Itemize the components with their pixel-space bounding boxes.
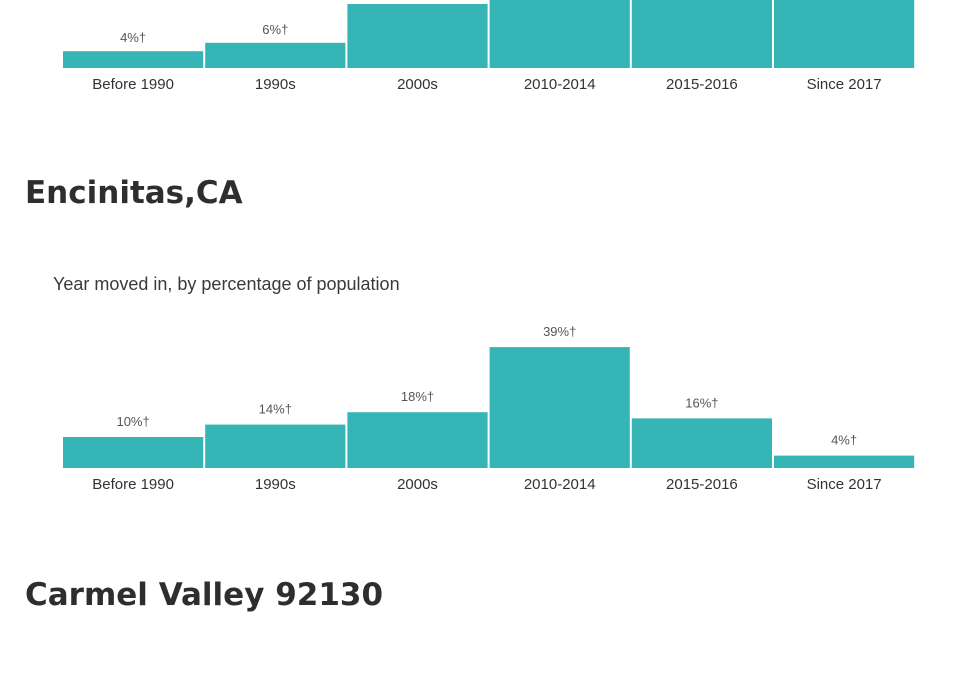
category-label: 2000s xyxy=(397,476,438,493)
bar-value-label: 14%† xyxy=(259,402,292,417)
bar-value-label: 39%† xyxy=(543,324,576,339)
category-label: 1990s xyxy=(255,76,296,93)
bar-2000s xyxy=(347,4,488,68)
category-label: 2000s xyxy=(397,76,438,93)
section-heading-carmel-valley: Carmel Valley 92130 xyxy=(25,577,384,613)
bar-before-1990 xyxy=(63,437,204,468)
bar-since-2017 xyxy=(774,0,915,68)
category-label: 2015-2016 xyxy=(666,476,738,493)
category-label: 1990s xyxy=(255,476,296,493)
category-label: Before 1990 xyxy=(92,76,174,93)
category-label: Since 2017 xyxy=(807,76,882,93)
chart-title: Year moved in, by percentage of populati… xyxy=(53,274,400,294)
bar-1990s xyxy=(205,424,346,468)
bar-value-label: 4%† xyxy=(120,30,146,45)
bar-value-label: 10%† xyxy=(116,414,149,429)
category-label: 2010-2014 xyxy=(524,76,596,93)
bar-2010-2014 xyxy=(489,347,630,468)
bar-since-2017 xyxy=(774,455,915,468)
section-heading-encinitas: Encinitas,CA xyxy=(25,175,243,211)
category-label: 2010-2014 xyxy=(524,476,596,493)
bar-value-label: 4%† xyxy=(831,433,857,448)
chart-previous-area: 4%† Before 1990 6%† 1990s 2000s 2010-2014 2015… xyxy=(63,0,915,93)
bar-value-label: 18%† xyxy=(401,389,434,404)
bar-2015-2016 xyxy=(631,418,772,468)
category-label: 2015-2016 xyxy=(666,76,738,93)
bar-2015-2016 xyxy=(631,0,772,68)
category-label: Since 2017 xyxy=(807,476,882,493)
bar-value-label: 16%† xyxy=(685,395,718,410)
bar-1990s xyxy=(205,42,346,68)
bar-2000s xyxy=(347,412,488,468)
category-label: Before 1990 xyxy=(92,476,174,493)
bar-2010-2014 xyxy=(489,0,630,68)
bar-value-label: 6%† xyxy=(262,22,288,37)
bar-before-1990 xyxy=(63,51,204,68)
